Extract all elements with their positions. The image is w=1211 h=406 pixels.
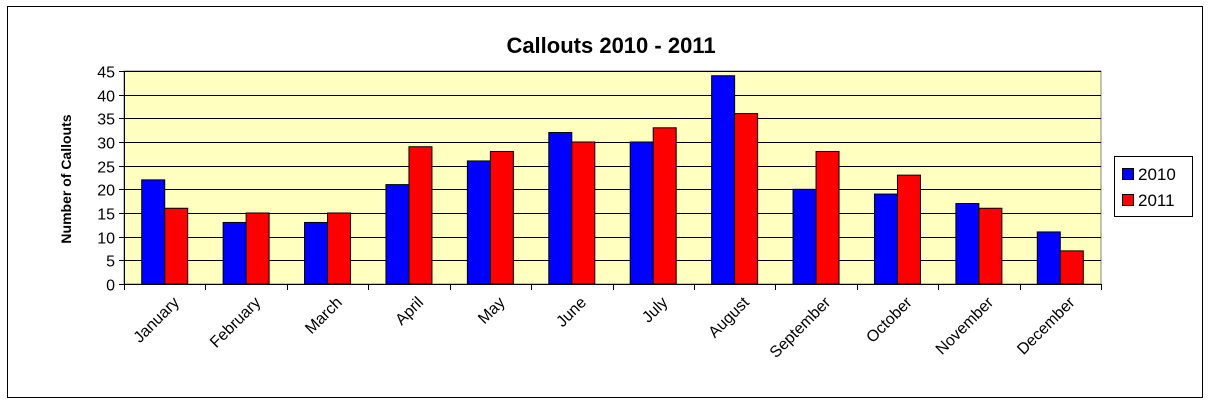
- plot-area: 0 5 10 15 20 25 30 35 40 45 January February March Ap…: [97, 65, 1102, 362]
- legend-swatch-2010: [1122, 168, 1134, 180]
- y-tick-label: 30: [97, 136, 115, 153]
- bar-2010-november: [955, 203, 980, 285]
- x-tick-label: August: [706, 294, 754, 342]
- bar-2011-february: [245, 212, 270, 285]
- x-tick-label: February: [207, 294, 264, 351]
- x-tick-label: June: [553, 294, 590, 331]
- x-tick-label: December: [1014, 294, 1079, 359]
- bar-2010-february: [222, 221, 247, 285]
- plot-background: [123, 70, 1102, 285]
- x-tick-label: September: [767, 294, 835, 362]
- y-axis-title: Number of Callouts: [58, 114, 74, 243]
- y-tick-label: 45: [97, 65, 115, 82]
- x-tick-label: October: [863, 294, 916, 347]
- bar-2011-july: [652, 127, 677, 285]
- bar-2011-january: [164, 207, 189, 285]
- x-tick-label: July: [639, 294, 671, 326]
- y-tick-label: 20: [97, 183, 115, 200]
- bar-2011-april: [408, 146, 433, 285]
- bar-2011-november: [978, 207, 1003, 285]
- y-tick-label: 40: [97, 89, 115, 106]
- y-tick-label: 35: [97, 112, 115, 129]
- x-tick-label: January: [131, 294, 183, 346]
- legend-swatch-2011: [1122, 194, 1134, 206]
- bar-2011-march: [327, 212, 352, 285]
- bar-2010-march: [304, 221, 329, 285]
- bar-2010-january: [141, 179, 166, 285]
- legend-box: [1114, 156, 1193, 217]
- bar-2010-may: [466, 160, 491, 285]
- bar-2010-september: [792, 188, 817, 285]
- bar-2011-september: [815, 150, 840, 285]
- bar-2011-may: [489, 150, 514, 285]
- bar-2010-december: [1036, 231, 1061, 285]
- y-tick-label: 10: [97, 231, 115, 248]
- y-tick-label: 25: [97, 160, 115, 177]
- chart-title: Callouts 2010 - 2011: [506, 33, 715, 58]
- x-tick-label: May: [475, 294, 508, 327]
- y-tick-label: 0: [106, 278, 115, 295]
- bar-2010-june: [548, 132, 573, 285]
- x-tick-label: November: [933, 294, 998, 359]
- bar-2011-june: [571, 141, 596, 285]
- bar-2011-december: [1059, 250, 1084, 285]
- legend-label-2010: 2010: [1138, 165, 1176, 184]
- legend-label-2011: 2011: [1138, 191, 1175, 210]
- bar-2010-april: [385, 184, 410, 285]
- x-tick-label: April: [392, 294, 427, 329]
- bar-2011-august: [734, 113, 759, 285]
- x-tick-label: March: [302, 294, 345, 337]
- y-tick-label: 15: [97, 207, 115, 224]
- bar-2010-july: [629, 141, 654, 285]
- bar-2010-august: [711, 75, 736, 285]
- bar-2010-october: [873, 193, 898, 285]
- legend: 2010 2011: [1114, 156, 1193, 217]
- bar-2011-october: [896, 174, 921, 285]
- y-tick-label: 5: [106, 254, 115, 271]
